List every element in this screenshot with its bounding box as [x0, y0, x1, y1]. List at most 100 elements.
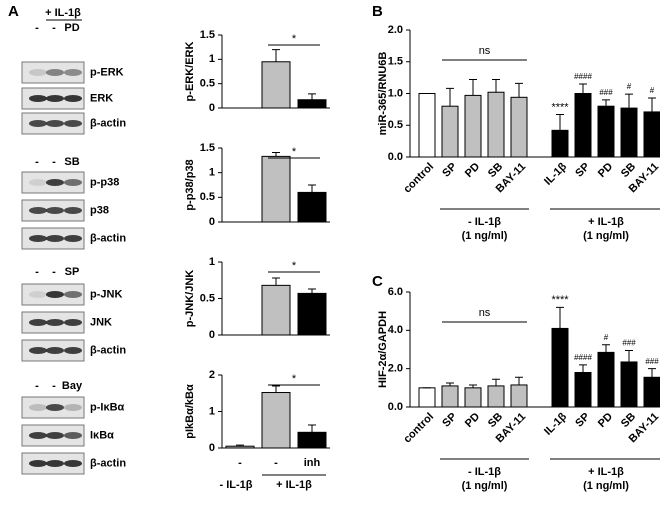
- lane-label: -: [52, 156, 56, 168]
- bar: [464, 94, 482, 158]
- blot-label: IκBα: [90, 429, 114, 441]
- error-bar: [602, 99, 610, 107]
- bar: [597, 351, 615, 408]
- blot-band: [64, 179, 82, 186]
- error-bar: [648, 368, 656, 378]
- blot-band: [64, 207, 82, 214]
- blot-band: [29, 404, 47, 411]
- y-tick-label: 2.0: [388, 24, 403, 36]
- bar: [510, 96, 528, 158]
- group-label: - IL-1β: [468, 466, 501, 478]
- lane-label: SB: [64, 156, 79, 168]
- x-tick-label: control: [401, 161, 436, 196]
- error-bar: [446, 382, 454, 386]
- error-bar: [625, 349, 633, 362]
- group-sublabel: (1 ng/ml): [462, 230, 508, 242]
- blot-band: [46, 120, 64, 127]
- y-tick-label: 0: [209, 329, 215, 341]
- y-tick-label: 0: [209, 442, 215, 454]
- error-bar: [469, 79, 477, 96]
- significance-marker: #: [627, 82, 632, 91]
- y-tick-label: 1: [209, 167, 215, 179]
- bar: [297, 99, 327, 109]
- error-bar: [492, 378, 500, 386]
- error-bar: [272, 151, 280, 157]
- x-tick-label: IL-1β: [542, 160, 569, 187]
- lane-label: PD: [64, 22, 79, 34]
- blot-band: [29, 347, 47, 354]
- blot-band: [64, 291, 82, 298]
- blot-band: [46, 69, 64, 76]
- x-tick-label: -: [238, 457, 242, 469]
- y-axis-label: pIkBα/kBα: [184, 384, 196, 439]
- blot-label: p-JNK: [90, 288, 122, 300]
- blot-band: [64, 235, 82, 242]
- group-label: - IL-1β: [220, 479, 253, 491]
- group-label: - IL-1β: [468, 216, 501, 228]
- blot-band: [46, 291, 64, 298]
- bar: [574, 372, 592, 408]
- blot-band: [46, 207, 64, 214]
- significance-marker: ###: [599, 88, 613, 97]
- bar: [620, 107, 638, 158]
- x-tick-label: control: [401, 411, 436, 446]
- error-bar: [625, 93, 633, 109]
- lane-label: -: [52, 266, 56, 278]
- bar: [551, 129, 569, 158]
- x-tick-label: PD: [596, 161, 615, 180]
- bar: [297, 292, 327, 336]
- blot-label: JNK: [90, 316, 112, 328]
- blot-band: [46, 319, 64, 326]
- y-tick-label: 0.0: [388, 151, 403, 163]
- blot-band: [29, 291, 47, 298]
- error-bar: [515, 376, 523, 385]
- lane-label: Bay: [62, 380, 83, 392]
- y-tick-label: 1.5: [200, 29, 215, 41]
- blot-band: [64, 404, 82, 411]
- y-axis-label: p-JNK/JNK: [184, 270, 196, 328]
- x-tick-label: IL-1β: [542, 410, 569, 437]
- y-tick-label: 1.0: [388, 87, 403, 99]
- lane-label: -: [52, 22, 56, 34]
- bar: [510, 384, 528, 408]
- error-bar: [308, 93, 316, 100]
- y-tick-label: 0.5: [200, 292, 215, 304]
- bar: [261, 284, 291, 336]
- blot-band: [64, 120, 82, 127]
- y-tick-label: 1: [209, 53, 215, 65]
- bar: [487, 385, 505, 408]
- significance-marker: ###: [645, 357, 659, 366]
- error-bar: [648, 97, 656, 112]
- y-tick-label: 1.5: [388, 56, 403, 68]
- blot-band: [46, 404, 64, 411]
- group-label: + IL-1β: [588, 466, 624, 478]
- significance-marker: ####: [574, 353, 592, 362]
- blot-band: [29, 460, 47, 467]
- y-tick-label: 0.0: [388, 401, 403, 413]
- lane-label: -: [35, 156, 39, 168]
- x-tick-label: SP: [440, 161, 459, 180]
- error-bar: [492, 79, 500, 93]
- blot-label: β-actin: [90, 117, 126, 129]
- bar: [261, 61, 291, 109]
- treatment-label: + IL-1β: [45, 7, 81, 19]
- bar: [487, 91, 505, 158]
- blot-band: [46, 179, 64, 186]
- y-tick-label: 0: [209, 216, 215, 228]
- bracket-label: *: [292, 260, 297, 272]
- y-tick-label: 0.5: [200, 78, 215, 90]
- error-bar: [446, 87, 454, 107]
- blot-band: [29, 319, 47, 326]
- error-bar: [469, 384, 477, 388]
- bracket-label: ns: [479, 45, 491, 57]
- y-axis-label: HIF-2α/GAPDH: [377, 311, 389, 388]
- y-tick-label: 0.5: [388, 119, 403, 131]
- bar: [574, 93, 592, 158]
- error-bar: [556, 306, 564, 329]
- bar: [418, 387, 436, 408]
- blot-band: [64, 347, 82, 354]
- error-bar: [272, 49, 280, 62]
- lane-label: -: [35, 22, 39, 34]
- blot-band: [46, 347, 64, 354]
- bar: [464, 387, 482, 408]
